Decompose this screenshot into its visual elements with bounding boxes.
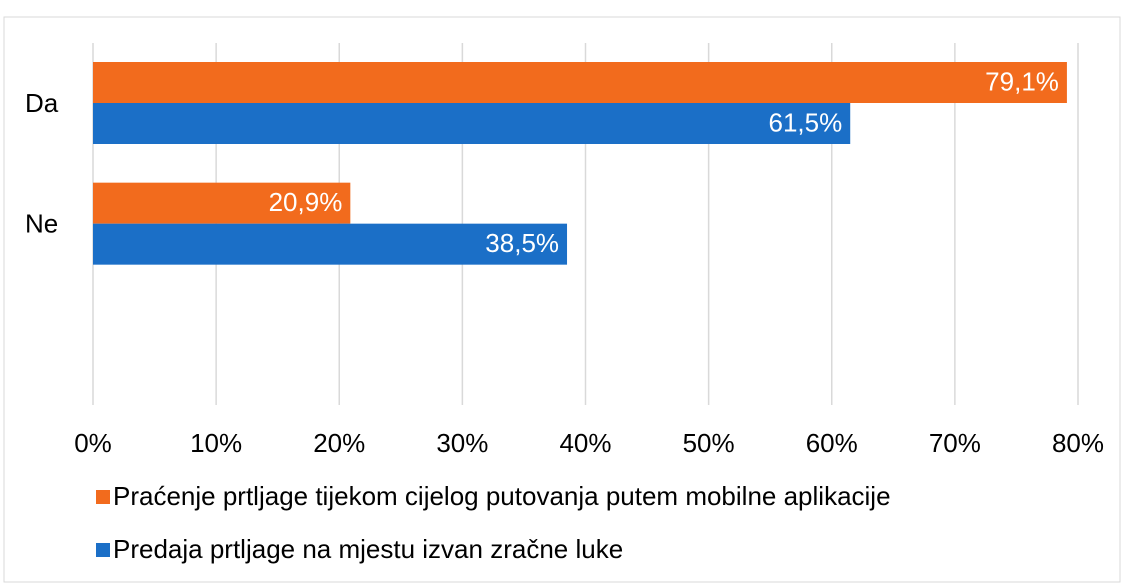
bar [93, 223, 568, 265]
data-label: 79,1% [985, 66, 1059, 96]
legend-label: Praćenje prtljage tijekom cijelog putova… [113, 481, 891, 511]
legend-swatch [96, 543, 110, 557]
x-tick-label: 0% [74, 428, 112, 458]
bar [93, 182, 351, 224]
data-label: 61,5% [768, 107, 842, 137]
bar [93, 103, 851, 144]
x-tick-label: 80% [1052, 428, 1104, 458]
x-tick-label: 60% [806, 428, 858, 458]
data-label: 20,9% [269, 187, 343, 217]
x-tick-label: 40% [559, 428, 611, 458]
category-label: Ne [25, 209, 58, 239]
bar [93, 62, 1067, 103]
legend-swatch [96, 490, 110, 504]
x-tick-label: 10% [190, 428, 242, 458]
x-tick-label: 70% [929, 428, 981, 458]
legend-label: Predaja prtljage na mjestu izvan zračne … [113, 534, 623, 564]
x-tick-label: 50% [683, 428, 735, 458]
x-tick-label: 20% [313, 428, 365, 458]
x-tick-label: 30% [436, 428, 488, 458]
data-label: 38,5% [485, 228, 559, 258]
category-label: Da [25, 88, 59, 118]
